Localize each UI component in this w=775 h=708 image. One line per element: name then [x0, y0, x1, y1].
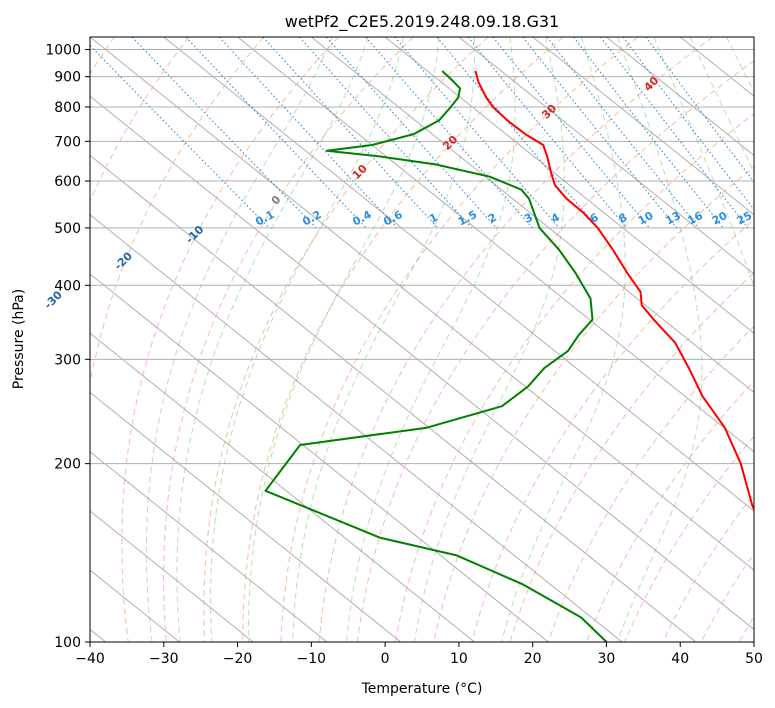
- dry-adiabat-line: [163, 37, 414, 642]
- dry-adiabat-line: [471, 218, 754, 642]
- x-tick-label: −40: [75, 651, 105, 667]
- mixing-ratio-line: [90, 44, 270, 229]
- isotherm-gridline: [90, 95, 754, 631]
- plot-frame: [89, 36, 755, 643]
- y-tick-label: 300: [54, 352, 81, 368]
- mixing-ratio-line: [218, 37, 398, 229]
- isotherm-gridline: [384, 37, 754, 334]
- moist-adiabat-line: [501, 37, 626, 642]
- isotherm-gridline: [163, 37, 754, 512]
- dry-adiabat-line: [318, 37, 713, 642]
- mixing-ratio-label: 16: [685, 209, 705, 228]
- mixing-ratio-lines: [90, 37, 754, 229]
- x-tick-label: −20: [223, 651, 253, 667]
- mixing-ratio-line: [522, 37, 678, 229]
- dry-adiabat-line: [121, 37, 339, 642]
- moist-adiabat-line: [292, 37, 475, 642]
- mixing-ratio-line: [299, 37, 472, 229]
- x-tick-label: 30: [598, 651, 616, 667]
- isotherm-gridline: [90, 273, 549, 642]
- x-tick-label: −10: [297, 651, 327, 667]
- skewed-isotherms: [90, 37, 754, 642]
- x-tick-label: 50: [745, 651, 763, 667]
- y-tick-label: 600: [54, 174, 81, 190]
- y-tick-label: 200: [54, 457, 81, 473]
- moist-adiabat-line: [248, 37, 440, 642]
- x-axis-label: Temperature (°C): [361, 681, 483, 697]
- x-axis-ticks: −40 −30 −20 −10 0 10 20 30 40 50: [75, 642, 763, 667]
- mixing-ratio-line: [546, 37, 700, 229]
- mixing-ratio-label: 13: [663, 209, 683, 228]
- isotherm-gridline: [532, 37, 754, 216]
- plot-area: [90, 37, 754, 642]
- dewpoint-profile-line: [264, 70, 608, 642]
- isotherm-gridline: [90, 37, 754, 571]
- isotherm-gridline: [90, 214, 623, 642]
- mixing-ratio-line: [492, 37, 650, 229]
- mixing-ratio-line: [262, 37, 439, 229]
- dry-adiabat-line: [90, 37, 190, 203]
- dry-adiabat-line: [242, 37, 564, 642]
- y-axis-ticks: 100 200 300 400 500 600 700 800 900 1000: [45, 43, 90, 651]
- mixing-ratio-line: [436, 37, 599, 229]
- mixing-ratio-line: [645, 37, 754, 183]
- isotherm-gridline: [237, 37, 754, 453]
- dry-adiabat-line: [356, 60, 754, 642]
- y-tick-label: 400: [54, 278, 81, 294]
- isotherm-gridline: [90, 510, 254, 642]
- y-tick-label: 900: [54, 70, 81, 86]
- dry-adiabat-line: [203, 37, 489, 642]
- temperature-profile-line: [474, 70, 754, 512]
- dry-adiabats: [90, 37, 754, 642]
- isotherm-gridline: [90, 391, 402, 642]
- mixing-ratio-label: 25: [735, 209, 755, 228]
- isotherm-gridline: [90, 332, 475, 642]
- moist-adiabats: [145, 37, 754, 642]
- mixing-ratio-label: 10: [636, 209, 656, 228]
- mixing-ratio-line: [131, 37, 317, 229]
- y-tick-label: 700: [54, 134, 81, 150]
- mixing-ratio-line: [622, 37, 754, 211]
- isotherm-gridline: [606, 37, 754, 157]
- y-tick-label: 500: [54, 221, 81, 237]
- moist-adiabat-line: [176, 37, 369, 642]
- moist-adiabat-line: [413, 37, 565, 642]
- moist-adiabat-line: [210, 37, 405, 642]
- y-axis-label: Pressure (hPa): [11, 289, 27, 389]
- mixing-ratio-line: [600, 37, 749, 229]
- y-tick-label: 1000: [45, 43, 81, 59]
- isotherm-gridline: [90, 451, 328, 642]
- isotherm-gridline: [90, 154, 697, 642]
- chart-title: wetPf2_C2E5.2019.248.09.18.G31: [285, 12, 559, 32]
- dry-adiabat-line: [433, 165, 754, 642]
- mixing-ratio-line: [325, 37, 497, 229]
- x-tick-label: 40: [671, 651, 689, 667]
- dry-adiabat-line: [395, 113, 754, 642]
- pressure-gridlines: [90, 49, 754, 642]
- x-tick-label: −30: [149, 651, 179, 667]
- mixing-ratio-label: 20: [710, 209, 730, 228]
- moist-adiabat-line: [653, 37, 754, 288]
- moist-adiabat-line: [346, 37, 516, 642]
- x-tick-label: 20: [524, 651, 542, 667]
- mixing-ratio-line: [185, 37, 367, 229]
- dry-adiabat-line: [90, 37, 265, 642]
- x-tick-label: 10: [450, 651, 468, 667]
- dry-adiabat-line: [280, 37, 639, 642]
- y-tick-label: 100: [54, 635, 81, 651]
- sounding-profiles: [264, 70, 754, 642]
- y-tick-label: 800: [54, 100, 81, 116]
- x-tick-label: 0: [381, 651, 390, 667]
- isotherm-gridline: [458, 37, 754, 275]
- mixing-ratio-line: [467, 37, 628, 229]
